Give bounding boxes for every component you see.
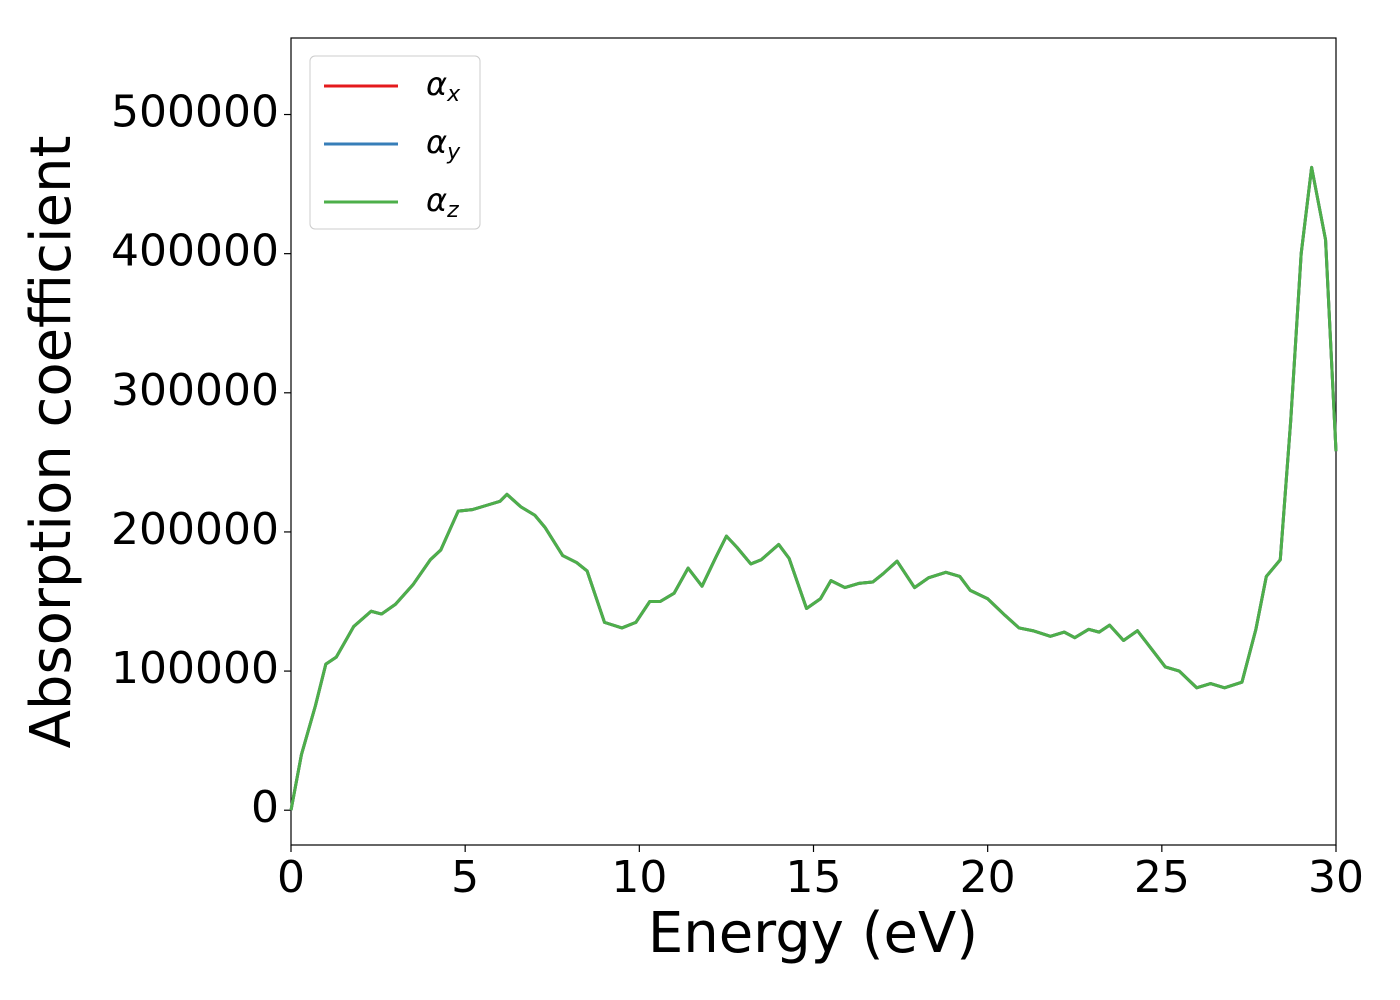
x-tick-label: 30 [1308, 852, 1364, 903]
x-tick-label: 5 [451, 852, 479, 903]
x-tick-label: 25 [1134, 852, 1190, 903]
legend-label: αy [426, 123, 461, 165]
y-tick-label: 500000 [111, 87, 279, 138]
legend-label: αx [426, 65, 461, 107]
y-tick-label: 300000 [111, 365, 279, 416]
series-line [289, 165, 1338, 811]
x-tick-label: 0 [277, 852, 305, 903]
y-tick-label: 400000 [111, 226, 279, 277]
y-tick-label: 200000 [111, 504, 279, 555]
x-tick-label: 10 [611, 852, 667, 903]
x-tick-label: 20 [960, 852, 1016, 903]
y-tick-label: 100000 [111, 643, 279, 694]
legend-label: αz [426, 181, 459, 223]
x-axis-label: Energy (eV) [648, 901, 978, 966]
x-tick-label: 15 [786, 852, 842, 903]
y-tick-label: 0 [251, 782, 279, 833]
series-line [289, 165, 1338, 811]
series-line [289, 165, 1338, 811]
y-axis-label: Absorption coefficient [19, 136, 84, 749]
